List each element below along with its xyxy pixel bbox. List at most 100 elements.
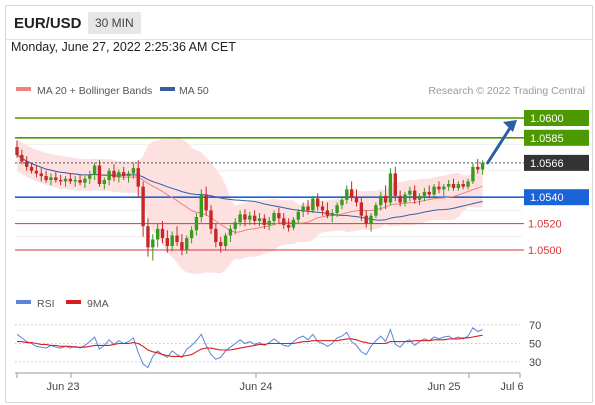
candle-body — [102, 180, 106, 184]
candle-body — [335, 205, 339, 214]
rsi-ma-legend-swatch — [66, 300, 81, 304]
candle-body — [471, 166, 475, 182]
timeframe-badge[interactable]: 30 MIN — [88, 12, 141, 34]
candle-body — [155, 228, 160, 240]
candle-body — [476, 166, 480, 170]
candle-body — [180, 242, 184, 250]
candle-body — [267, 220, 271, 225]
candle-body — [383, 195, 388, 203]
credit-text: Research © 2022 Trading Central — [428, 85, 585, 97]
candle-body — [286, 224, 291, 228]
candle-body — [257, 218, 262, 221]
candle-body — [189, 230, 194, 239]
candle-body — [88, 174, 92, 179]
candle-body — [25, 161, 29, 167]
candle-body — [277, 213, 281, 219]
candle-body — [248, 215, 252, 220]
candle-body — [151, 239, 155, 248]
candle-body — [97, 165, 102, 184]
candle-body — [398, 195, 402, 203]
time-tick-label: Jun 24 — [239, 381, 272, 393]
candle-body — [272, 213, 276, 221]
candle-body — [388, 173, 393, 203]
candle-body — [403, 194, 407, 203]
time-tick-label: Jul 6 — [500, 381, 523, 393]
candle-body — [345, 189, 349, 200]
candle-body — [408, 190, 412, 195]
candle-body — [233, 222, 237, 229]
candle-body — [73, 180, 77, 182]
currency-pair-title: EUR/USD — [14, 15, 82, 32]
candle-body — [359, 202, 364, 216]
candle-body — [316, 198, 320, 207]
candle-body — [369, 215, 373, 224]
candle-body — [393, 173, 397, 196]
candle-body — [466, 181, 470, 187]
candle-body — [165, 238, 170, 247]
candle-body — [480, 162, 485, 170]
candle-body — [44, 176, 48, 181]
candle-body — [34, 170, 39, 174]
level-label: 1.0520 — [528, 219, 562, 231]
level-tag-label: 1.0540 — [530, 192, 564, 204]
rsi-level-label: 70 — [529, 320, 541, 332]
candle-body — [228, 228, 233, 236]
candle-body — [461, 184, 465, 187]
level-tag — [524, 189, 589, 206]
candle-body — [306, 206, 310, 211]
candle-body — [49, 177, 53, 181]
rsi-ma-line — [17, 334, 483, 357]
candle-body — [136, 168, 140, 187]
widget-header: EUR/USD 30 MIN — [6, 6, 592, 40]
candle-body — [175, 235, 179, 243]
candle-body — [451, 184, 456, 188]
candle-body — [170, 235, 174, 247]
time-tick-label: Jun 25 — [427, 381, 460, 393]
candle-body — [432, 186, 436, 195]
candle-body — [126, 173, 131, 177]
candle-body — [364, 215, 368, 224]
candle-body — [291, 219, 296, 228]
candle-body — [340, 199, 344, 206]
forecast-arrow-head — [503, 120, 517, 132]
candle-body — [354, 197, 359, 203]
candle-body — [92, 165, 97, 175]
candle-body — [320, 206, 325, 211]
candle-body — [330, 213, 334, 216]
candle-body — [446, 184, 451, 187]
candle-body — [214, 228, 218, 243]
candle-body — [379, 195, 383, 206]
candle-body — [325, 210, 330, 216]
forecast-arrow — [486, 120, 517, 165]
candle-body — [282, 218, 286, 225]
chart-legend: MA 20 + Bollinger Bands MA 50 Research ©… — [16, 85, 585, 97]
candle-body — [413, 190, 417, 200]
rsi-legend: RSI 9MA — [16, 298, 109, 310]
ma20-legend-label: MA 20 + Bollinger Bands — [37, 85, 152, 97]
candle-body — [78, 180, 82, 183]
candle-body — [122, 172, 126, 177]
candle-body — [204, 194, 208, 211]
candle-body — [107, 170, 111, 181]
candle-body — [131, 168, 136, 174]
candle-body — [146, 226, 150, 248]
candle-body — [58, 180, 63, 182]
candle-body — [223, 235, 228, 247]
candle-body — [39, 173, 43, 177]
level-tag — [524, 110, 589, 126]
candle-body — [20, 154, 24, 162]
candle-body — [68, 178, 73, 182]
rsi-level-label: 50 — [529, 339, 541, 351]
candle-body — [117, 172, 121, 178]
candle-body — [437, 186, 441, 190]
candle-body — [311, 198, 315, 211]
candle-body — [29, 166, 34, 171]
candle-body — [301, 206, 305, 212]
widget-frame: EUR/USD 30 MIN — [5, 5, 593, 403]
time-tick-label: Jun 23 — [46, 381, 79, 393]
candle-body — [442, 186, 446, 190]
level-tag-label: 1.0585 — [530, 133, 564, 145]
timestamp: Monday, June 27, 2022 2:25:36 AM CET — [11, 40, 236, 54]
candle-body — [417, 195, 422, 200]
